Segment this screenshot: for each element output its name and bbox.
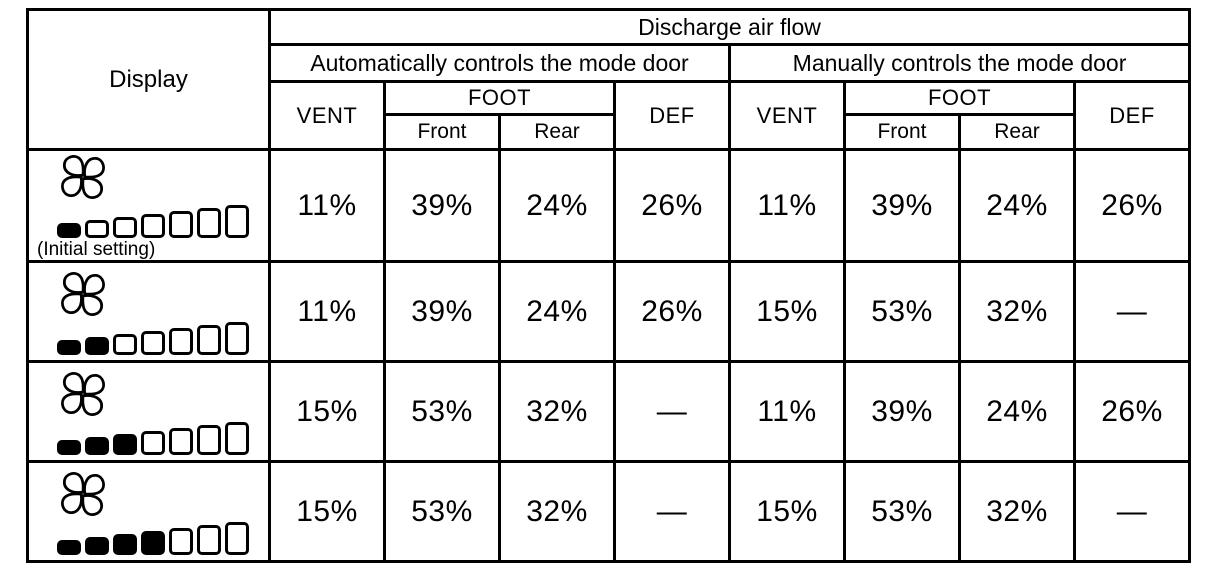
fan-icon	[57, 151, 109, 203]
auto-foot-front-header: Front	[383, 113, 501, 151]
fan-bar-filled	[141, 531, 165, 555]
manual-def-header: DEF	[1072, 80, 1192, 151]
fan-icon	[57, 468, 109, 520]
fan-bar-filled	[85, 437, 109, 455]
fan-bar-empty	[225, 522, 249, 555]
fan-bar-filled	[85, 537, 109, 555]
table-row: 15% 53% 32% — 11% 39% 24% 26%	[26, 360, 1192, 463]
fan-bar-filled	[113, 534, 137, 555]
auto-def-value: —	[613, 460, 731, 563]
manual-foot-front-header: Front	[843, 113, 961, 151]
auto-foot-front-value: 39%	[383, 260, 501, 363]
auto-foot-front-value: 39%	[383, 148, 501, 263]
auto-foot-rear-value: 32%	[498, 460, 616, 563]
table-row: 15% 53% 32% — 15% 53% 32% —	[26, 460, 1192, 563]
fan-bar-empty	[225, 322, 249, 355]
table-row: (Initial setting) 11% 39% 24% 26% 11% 39…	[26, 148, 1192, 263]
auto-foot-front-value: 53%	[383, 360, 501, 463]
fan-bar-empty	[141, 331, 165, 355]
fan-bar-empty	[197, 208, 221, 238]
manual-foot-header: FOOT	[843, 80, 1076, 116]
fan-bar-empty	[197, 325, 221, 355]
fan-bar-empty	[169, 528, 193, 555]
manual-vent-value: 15%	[728, 260, 846, 363]
manual-mode-group-header: Manually controls the mode door	[727, 43, 1192, 83]
auto-vent-header: VENT	[268, 80, 386, 151]
fan-bar-filled	[113, 434, 137, 455]
manual-def-value: 26%	[1072, 360, 1192, 463]
fan-bar-empty	[197, 525, 221, 555]
fan-bar-empty	[169, 211, 193, 238]
fan-bar-empty	[169, 328, 193, 355]
auto-vent-value: 11%	[268, 148, 386, 263]
auto-foot-front-value: 53%	[383, 460, 501, 563]
fan-speed-display-cell	[26, 260, 271, 363]
fan-bar-empty	[169, 428, 193, 455]
manual-vent-value: 11%	[728, 148, 846, 263]
manual-vent-header: VENT	[728, 80, 846, 151]
fan-level-bars	[57, 321, 267, 355]
manual-foot-rear-value: 24%	[958, 360, 1076, 463]
auto-foot-rear-header: Rear	[498, 113, 616, 151]
fan-bar-filled	[57, 223, 81, 238]
fan-level-bars	[57, 204, 267, 238]
fan-bar-empty	[113, 334, 137, 355]
manual-foot-rear-value: 24%	[958, 148, 1076, 263]
manual-def-value: —	[1072, 260, 1192, 363]
fan-bar-filled	[85, 337, 109, 355]
fan-bar-empty	[225, 205, 249, 238]
fan-bar-empty	[141, 214, 165, 238]
fan-level-bars	[57, 421, 267, 455]
fan-bar-empty	[113, 217, 137, 238]
auto-foot-rear-value: 32%	[498, 360, 616, 463]
fan-bar-empty	[225, 422, 249, 455]
manual-foot-rear-value: 32%	[958, 460, 1076, 563]
manual-def-value: —	[1072, 460, 1192, 563]
manual-foot-rear-header: Rear	[958, 113, 1076, 151]
manual-foot-front-value: 39%	[843, 148, 961, 263]
auto-def-value: 26%	[613, 148, 731, 263]
manual-foot-front-value: 39%	[843, 360, 961, 463]
initial-setting-label: (Initial setting)	[37, 239, 156, 260]
fan-icon	[57, 368, 109, 420]
auto-foot-header: FOOT	[383, 80, 616, 116]
fan-speed-display-cell: (Initial setting)	[26, 148, 271, 263]
fan-bar-filled	[57, 540, 81, 555]
fan-bar-filled	[57, 440, 81, 455]
manual-foot-rear-value: 32%	[958, 260, 1076, 363]
table-row: 11% 39% 24% 26% 15% 53% 32% —	[26, 260, 1192, 363]
manual-def-value: 26%	[1072, 148, 1192, 263]
auto-vent-value: 15%	[268, 360, 386, 463]
auto-vent-value: 11%	[268, 260, 386, 363]
display-column-header: Display	[26, 8, 271, 151]
fan-bar-empty	[141, 431, 165, 455]
manual-foot-front-value: 53%	[843, 260, 961, 363]
fan-icon	[57, 268, 109, 320]
discharge-air-flow-header: Discharge air flow	[267, 8, 1192, 46]
manual-vent-value: 11%	[728, 360, 846, 463]
auto-mode-group-header: Automatically controls the mode door	[268, 43, 731, 83]
fan-speed-display-cell	[26, 360, 271, 463]
auto-def-value: —	[613, 360, 731, 463]
auto-def-header: DEF	[613, 80, 731, 151]
fan-level-bars	[57, 521, 267, 555]
fan-bar-empty	[197, 425, 221, 455]
fan-speed-display-cell	[26, 460, 271, 563]
auto-foot-rear-value: 24%	[498, 148, 616, 263]
fan-bar-empty	[85, 220, 109, 238]
discharge-airflow-table: Display Discharge air flow Automatically…	[26, 8, 1192, 563]
fan-bar-filled	[57, 340, 81, 355]
auto-foot-rear-value: 24%	[498, 260, 616, 363]
manual-vent-value: 15%	[728, 460, 846, 563]
manual-foot-front-value: 53%	[843, 460, 961, 563]
auto-vent-value: 15%	[268, 460, 386, 563]
auto-def-value: 26%	[613, 260, 731, 363]
